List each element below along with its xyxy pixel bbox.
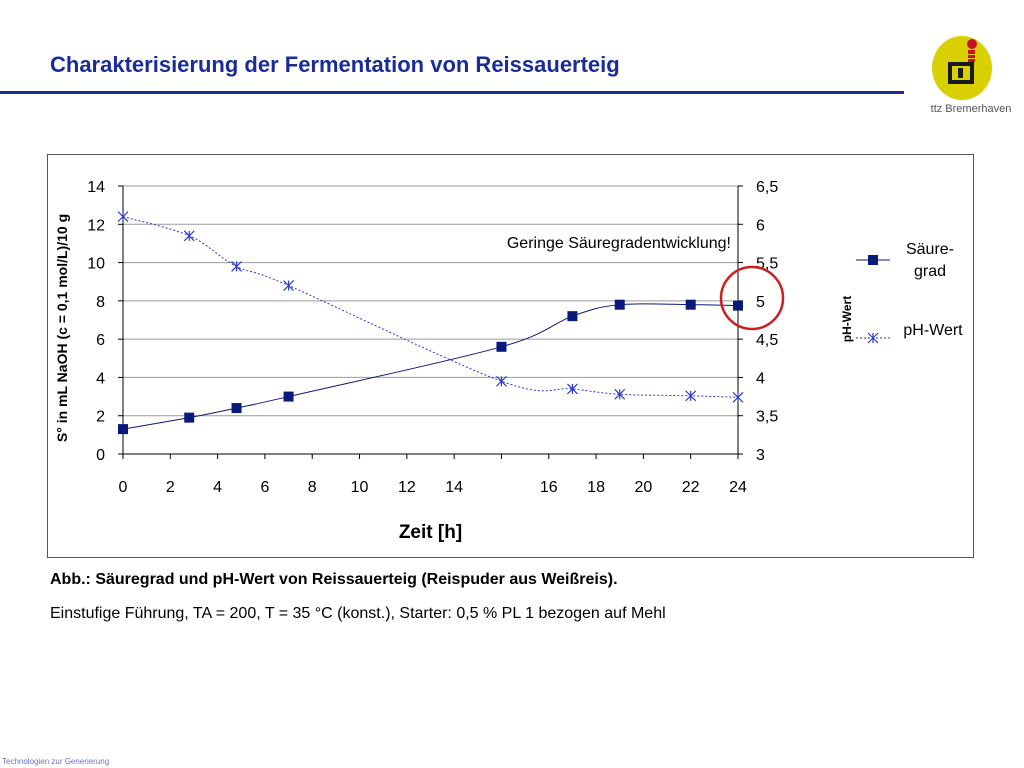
x-tick-label: 4: [213, 479, 222, 496]
x-tick-label: 10: [351, 479, 369, 496]
x-tick-label: 20: [634, 479, 652, 496]
y-tick-label: 10: [87, 256, 105, 273]
acid-data-point: [496, 341, 507, 352]
chart-frame: 0 2 4 6 8 10 12 14 3 3,5 4 4,5 5 5,5 6 6,5 0 2 4 6 8 10 12 14 16…: [47, 154, 974, 558]
highlight-circle: [719, 265, 785, 331]
y2-tick-label: 3: [756, 447, 765, 464]
ph-data-point: [231, 260, 242, 272]
title-divider: [0, 91, 904, 94]
slide-title: Charakterisierung der Fermentation von R…: [50, 52, 620, 77]
acid-data-point: [614, 299, 625, 310]
logo-text: ttz Bremerhaven: [930, 103, 1012, 115]
ph-data-point: [283, 280, 295, 291]
ph-data-point: [685, 390, 697, 402]
legend-ph-marker: [867, 332, 879, 344]
acid-data-point: [118, 424, 128, 435]
figure-caption: Abb.: Säuregrad und pH-Wert von Reissaue…: [50, 571, 618, 588]
x-tick-label: 8: [308, 479, 317, 496]
legend-acid-label: grad: [914, 263, 946, 280]
acid-series-line: [122, 303, 739, 430]
x-tick-label: 12: [398, 479, 416, 496]
acid-data-point: [283, 391, 294, 402]
x-tick-label: 18: [587, 479, 605, 496]
ph-data-point: [183, 230, 195, 242]
figure-description: Einstufige Führung, TA = 200, T = 35 °C …: [50, 605, 666, 622]
x-axis-title: Zeit [h]: [399, 522, 462, 543]
y-tick-label: 6: [96, 332, 105, 349]
legend-acid-marker: [868, 255, 878, 265]
acid-data-point: [567, 311, 578, 322]
ph-series-line: [122, 216, 739, 398]
x-tick-label: 16: [540, 479, 558, 496]
x-tick-label: 0: [119, 479, 128, 496]
ph-data-point: [614, 388, 626, 400]
y2-axis-title: pH-Wert: [840, 296, 854, 342]
annotation-text: Geringe Säuregradentwicklung!: [507, 235, 731, 252]
legend-acid-label: Säure-: [906, 241, 954, 258]
ph-data-point: [732, 391, 744, 403]
x-tick-label: 14: [445, 479, 463, 496]
y2-tick-label: 5: [756, 294, 765, 311]
y-tick-label: 14: [87, 179, 105, 196]
ttz-logo: [932, 36, 992, 100]
y2-tick-label: 4,5: [756, 332, 778, 349]
y-tick-label: 4: [96, 370, 105, 387]
y2-tick-label: 4: [756, 370, 765, 387]
acid-data-point: [733, 300, 743, 311]
acid-data-point: [685, 299, 696, 310]
ph-data-point: [117, 211, 129, 223]
y-axis-title: S° in mL NaOH (c = 0,1 mol/L)/10 g: [54, 214, 70, 442]
ph-data-point: [566, 383, 578, 395]
footer-text: Technologien zur Generierung: [2, 757, 110, 766]
y-tick-label: 0: [96, 447, 105, 464]
legend-ph-label: pH-Wert: [903, 322, 963, 339]
x-tick-label: 24: [729, 479, 747, 496]
x-tick-label: 6: [260, 479, 269, 496]
y-tick-label: 8: [96, 294, 105, 311]
ph-data-point: [496, 375, 507, 387]
acid-data-point: [184, 412, 195, 423]
y-tick-label: 12: [87, 217, 105, 234]
x-tick-label: 22: [682, 479, 700, 496]
y-tick-label: 2: [96, 409, 105, 426]
y2-tick-label: 3,5: [756, 409, 778, 426]
y2-tick-label: 6,5: [756, 179, 778, 196]
acid-data-point: [231, 403, 242, 414]
y2-tick-label: 6: [756, 217, 765, 234]
x-tick-label: 2: [166, 479, 175, 496]
